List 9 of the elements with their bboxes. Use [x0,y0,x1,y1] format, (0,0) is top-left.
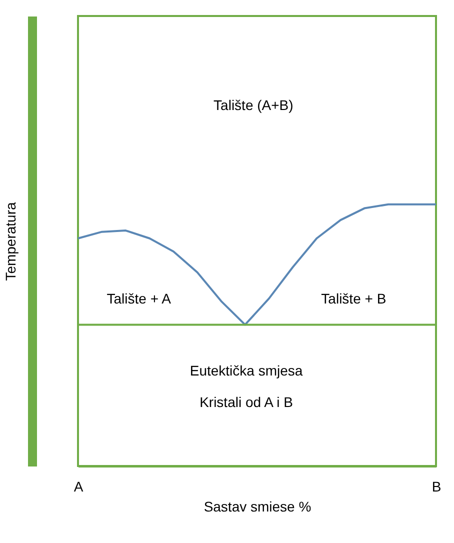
x-tick-label: B [432,478,442,494]
x-tick-label: A [74,478,84,494]
y-axis-title: Temperatura [2,202,18,281]
annotation: Talište + A [106,290,172,306]
annotation: Kristali od A i B [200,394,293,410]
x-axis-title: Sastav smiese % [204,498,312,514]
text: Talište (A+B) [214,97,294,113]
annotation: Eutektička smjesa [190,362,303,378]
annotation: Talište + B [321,290,386,306]
